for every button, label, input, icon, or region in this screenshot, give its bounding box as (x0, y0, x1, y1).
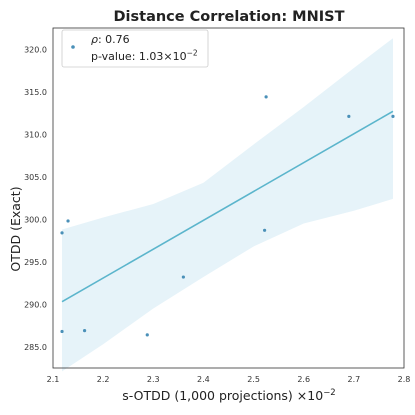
legend-pvalue-text: p-value: 1.03×10 (91, 50, 187, 63)
scatter-point (60, 231, 64, 235)
y-tick-label: 300.0 (24, 215, 47, 224)
scatter-point (263, 228, 267, 232)
x-axis: 2.1 2.2 2.3 2.4 2.5 2.6 2.7 2.8 (47, 375, 411, 384)
plot-frame (52, 27, 405, 369)
regression-line (61, 110, 394, 303)
y-tick-label: 310.0 (24, 130, 47, 139)
y-tick-label: 295.0 (24, 258, 47, 267)
x-axis-label-text: s-OTDD (1,000 projections) (122, 388, 293, 403)
y-tick-label: 315.0 (24, 88, 47, 97)
legend-rho: ρ: 0.76 (91, 33, 130, 46)
x-tick-label: 2.4 (197, 375, 210, 384)
legend-rho-value: : 0.76 (98, 33, 130, 46)
confidence-band (62, 38, 393, 372)
y-tick-label: 320.0 (24, 45, 47, 54)
scatter-point (145, 333, 149, 337)
x-axis-label: s-OTDD (1,000 projections) ×10−2 (122, 388, 335, 403)
y-tick-label: 305.0 (24, 173, 47, 182)
scatter-point (391, 114, 395, 118)
scatter-point (82, 329, 87, 333)
x-tick-label: 2.1 (47, 375, 60, 384)
legend-pvalue: p-value: 1.03×10−2 (91, 49, 198, 64)
scatter-point (66, 219, 70, 223)
x-tick-label: 2.2 (97, 375, 110, 384)
legend-box (61, 29, 209, 68)
x-tick-label: 2.5 (247, 375, 260, 384)
scatter-point (181, 275, 185, 279)
y-axis: 285.0 290.0 295.0 300.0 305.0 310.0 315.0 320.0 (24, 45, 47, 352)
x-tick-label: 2.6 (297, 375, 310, 384)
y-tick-label: 290.0 (24, 300, 47, 309)
y-axis-label: OTDD (Exact) (8, 186, 23, 271)
legend-pvalue-power: −2 (187, 49, 198, 58)
x-tick-label: 2.3 (147, 375, 160, 384)
plot-area (52, 27, 405, 372)
x-tick-label: 2.7 (347, 375, 360, 384)
x-tick-label: 2.8 (398, 375, 411, 384)
legend: ρ: 0.76 p-value: 1.03×10−2 (61, 29, 209, 68)
x-axis-label-exp: ×10 (297, 388, 323, 403)
scatter-point (60, 329, 64, 334)
scatter-point (347, 114, 351, 118)
scatter-point (264, 95, 268, 99)
legend-marker (71, 45, 75, 49)
chart-title: Distance Correlation: MNIST (114, 9, 345, 25)
x-axis-label-exp-power: −2 (323, 388, 336, 398)
y-tick-label: 285.0 (24, 343, 47, 352)
legend-rho-symbol: ρ (91, 33, 98, 46)
